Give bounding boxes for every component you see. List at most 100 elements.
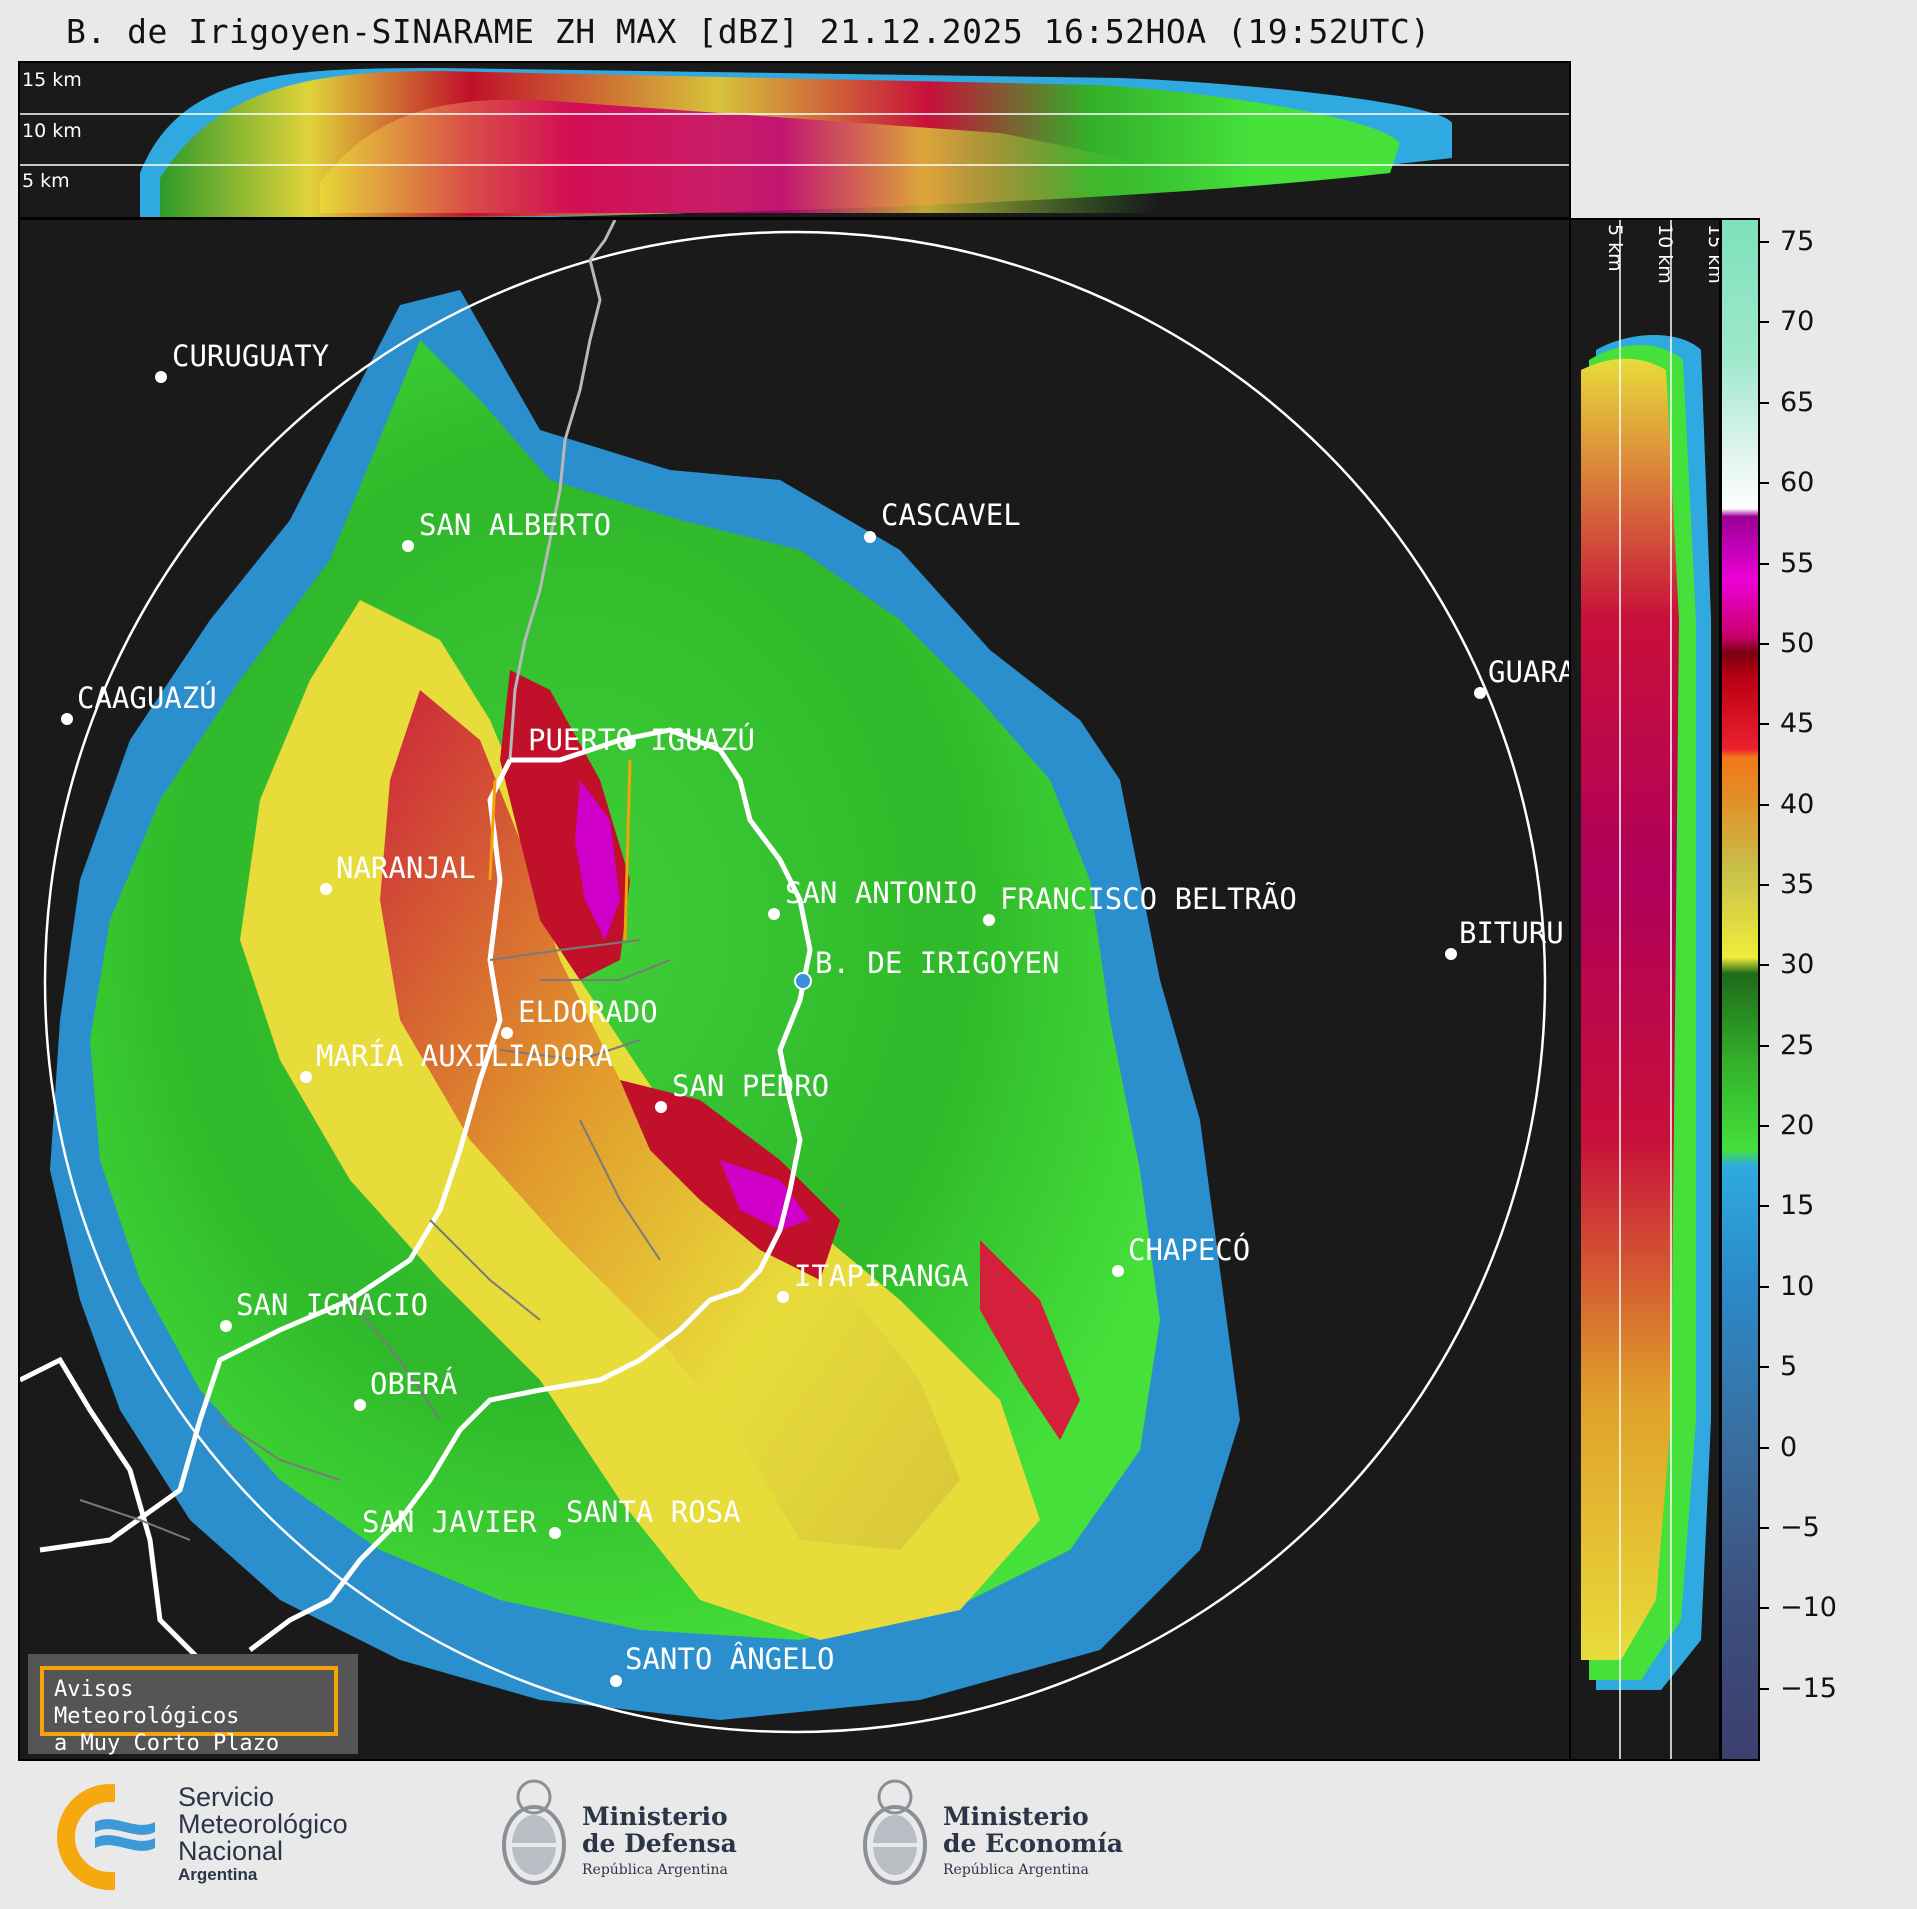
city-naranjal: NARANJAL xyxy=(320,851,476,895)
city-caaguazu: CAAGUAZÚ xyxy=(61,681,217,725)
smn-logo-line1: Servicio xyxy=(178,1782,275,1812)
city-francisco-beltrao: FRANCISCO BELTRÃO xyxy=(983,882,1297,926)
colorbar-tick-label: 0 xyxy=(1780,1431,1798,1463)
colorbar-tick-label: 70 xyxy=(1780,306,1815,338)
city-label-francisco-beltrao: FRANCISCO BELTRÃO xyxy=(1000,882,1297,916)
defensa-logo-line2: de Defensa xyxy=(582,1829,737,1858)
smn-logo-line2: Meteorológico xyxy=(178,1809,348,1839)
city-san-antonio: SAN ANTONIO xyxy=(768,876,977,920)
city-label-san-antonio: SAN ANTONIO xyxy=(785,876,977,910)
range-ring xyxy=(43,230,1547,1734)
colorbar-tick-mark xyxy=(1760,642,1769,645)
city-label-cascavel: CASCAVEL xyxy=(881,498,1021,532)
city-label-itapiranga: ITAPIRANGA xyxy=(794,1259,969,1293)
city-san-javier: SAN JAVIER xyxy=(362,1505,537,1539)
colorbar-tick-mark xyxy=(1760,1687,1769,1690)
city-san-ignacio: SAN IGNACIO xyxy=(220,1288,428,1332)
warning-box-frame: Avisos Meteorológicos a Muy Corto Plazo xyxy=(40,1666,338,1756)
colorbar-tick-mark xyxy=(1760,1607,1769,1610)
echo-orange-band xyxy=(380,690,960,1550)
chart-title: B. de Irigoyen-SINARAME ZH MAX [dBZ] 21.… xyxy=(66,12,1431,51)
colorbar-tick-mark xyxy=(1760,803,1769,806)
colorbar-tick-label: 50 xyxy=(1780,627,1815,659)
defensa-logo: Ministerio de Defensa República Argentin… xyxy=(494,1775,754,1895)
height-label-10km: 10 km xyxy=(22,120,82,142)
city-santo-angelo: SANTO ÂNGELO xyxy=(610,1642,835,1687)
economia-logo-line3: República Argentina xyxy=(943,1862,1089,1878)
warning-box-line1: Avisos Meteorológicos xyxy=(54,1677,240,1729)
city-label-san-pedro: SAN PEDRO xyxy=(672,1069,829,1103)
colorbar-tick-label: 20 xyxy=(1780,1110,1815,1142)
colorbar-tick-mark xyxy=(1760,321,1769,324)
colorbar-tick-mark xyxy=(1760,1526,1769,1529)
colorbar-tick-label: 40 xyxy=(1780,788,1815,820)
colorbar-tick-label: 15 xyxy=(1780,1190,1815,1222)
colorbar-tick-label: 60 xyxy=(1780,467,1815,499)
city-label-guara: GUARA xyxy=(1488,655,1571,689)
city-label-san-ignacio: SAN IGNACIO xyxy=(236,1288,428,1322)
colorbar xyxy=(1720,218,1760,1761)
city-itapiranga: ITAPIRANGA xyxy=(777,1259,969,1303)
city-b-de-irigoyen: B. DE IRIGOYEN xyxy=(815,946,1059,980)
colorbar-tick-label: 65 xyxy=(1780,386,1815,418)
height-label-5km: 5 km xyxy=(22,170,70,192)
colorbar-tick-mark xyxy=(1760,723,1769,726)
echo-core-magenta-south xyxy=(720,1160,810,1230)
side-height-label-15km: 15 km xyxy=(1704,224,1721,284)
echo-red-cells-se xyxy=(980,1240,1080,1440)
side-height-label-5km: 5 km xyxy=(1604,224,1626,272)
city-chapeco: CHAPECÓ xyxy=(1112,1233,1250,1277)
border-white-misiones xyxy=(39,727,813,1652)
colorbar-tick-label: −15 xyxy=(1780,1672,1837,1704)
east-west-profile-panel: 5 km 10 km 15 km xyxy=(1569,218,1721,1761)
smn-logo-line4: Argentina xyxy=(178,1865,258,1884)
city-label-puerto-iguazu: PUERTO IGUAZÚ xyxy=(528,723,755,757)
economia-logo: Ministerio de Economía República Argenti… xyxy=(855,1775,1135,1895)
colorbar-tick-mark xyxy=(1760,1446,1769,1449)
city-label-santo-angelo: SANTO ÂNGELO xyxy=(625,1642,835,1676)
department-lines xyxy=(79,939,671,1541)
city-label-bituru: BITURU xyxy=(1459,916,1564,950)
smn-logo-line3: Nacional xyxy=(178,1836,284,1866)
colorbar-tick-label: 25 xyxy=(1780,1029,1815,1061)
city-label-chapeco: CHAPECÓ xyxy=(1128,1233,1250,1267)
city-label-eldorado: ELDORADO xyxy=(518,995,658,1029)
coat-of-arms-icon xyxy=(502,1779,566,1885)
height-label-15km: 15 km xyxy=(22,69,82,91)
city-puerto-iguazu: PUERTO IGUAZÚ xyxy=(528,723,755,757)
city-label-caaguazu: CAAGUAZÚ xyxy=(77,681,217,715)
echo-core-magenta-north xyxy=(575,780,620,940)
radar-site-marker xyxy=(794,972,812,990)
city-san-pedro: SAN PEDRO xyxy=(655,1069,829,1113)
economia-logo-line2: de Economía xyxy=(943,1829,1124,1858)
defensa-logo-line3: República Argentina xyxy=(582,1862,728,1878)
economia-logo-line1: Ministerio xyxy=(943,1802,1089,1831)
colorbar-tick-mark xyxy=(1760,562,1769,565)
city-cascavel: CASCAVEL xyxy=(864,498,1021,543)
smn-logo: Servicio Meteorológico Nacional Argentin… xyxy=(55,1782,395,1892)
defensa-logo-line1: Ministerio xyxy=(582,1802,728,1831)
side-profile-plot: 5 km 10 km 15 km xyxy=(1581,220,1721,1759)
city-label-san-javier: SAN JAVIER xyxy=(362,1505,537,1539)
north-south-profile-panel: 15 km 10 km 5 km xyxy=(18,61,1571,219)
warning-box: Avisos Meteorológicos a Muy Corto Plazo xyxy=(28,1654,358,1756)
side-height-label-10km: 10 km xyxy=(1654,224,1676,284)
colorbar-tick-label: −10 xyxy=(1780,1592,1837,1624)
colorbar-tick-label: 45 xyxy=(1780,708,1815,740)
colorbar-tick-mark xyxy=(1760,1285,1769,1288)
city-label-naranjal: NARANJAL xyxy=(336,851,476,885)
colorbar-tick-mark xyxy=(1760,884,1769,887)
colorbar-tick-label: 30 xyxy=(1780,949,1815,981)
colorbar-tick-label: 75 xyxy=(1780,226,1815,258)
radar-map-panel: CURUGUATY SAN ALBERTO CASCAVEL CAAGUAZÚ … xyxy=(18,218,1571,1761)
top-profile-plot: 15 km 10 km 5 km xyxy=(20,68,1569,217)
city-san-alberto: SAN ALBERTO xyxy=(402,508,611,552)
city-label-san-alberto: SAN ALBERTO xyxy=(419,508,611,542)
colorbar-tick-mark xyxy=(1760,241,1769,244)
colorbar-tick-mark xyxy=(1760,401,1769,404)
city-maria-auxiliadora: MARÍA AUXILIADORA xyxy=(300,1039,613,1083)
orange-marker-lines xyxy=(488,759,632,941)
smn-emblem-icon xyxy=(57,1782,167,1892)
city-biturunа: BITURU xyxy=(1445,916,1564,960)
border-gray-north xyxy=(508,220,617,761)
